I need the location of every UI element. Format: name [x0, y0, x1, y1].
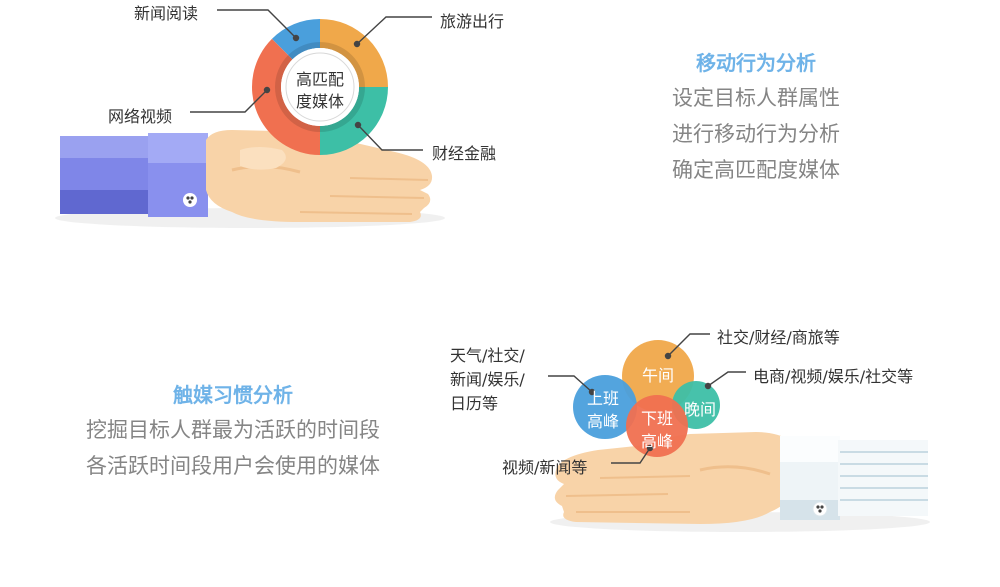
palm-right-shape: [554, 432, 792, 524]
callout-morning-line2: 新闻/娱乐/: [450, 370, 525, 389]
label-news-reading: 新闻阅读: [134, 4, 199, 23]
bubble-morning-label-line1: 上班: [586, 389, 620, 408]
label-online-video: 网络视频: [108, 107, 173, 126]
bubble-evening-label: 晚间: [683, 400, 717, 419]
section2-title: 触媒习惯分析: [173, 383, 293, 407]
bubble-morning-label-line2: 高峰: [586, 412, 620, 431]
callout-offwork: 视频/新闻等: [502, 458, 588, 477]
leader-finance: [357, 124, 423, 151]
leader-noon: [667, 333, 710, 357]
section2-line-2: 各活跃时间段用户会使用的媒体: [86, 454, 380, 478]
section1-line-2: 进行移动行为分析: [672, 122, 840, 146]
leader-travel: [356, 16, 432, 45]
cufflink-right-icon: [812, 501, 828, 517]
hand-illustration-left: [55, 130, 445, 228]
donut-segment-1: [320, 19, 388, 87]
callout-morning-line1: 天气/社交/: [450, 346, 525, 365]
donut-segment-2: [320, 87, 388, 155]
donut-chart: [252, 19, 388, 155]
bubble-noon-label: 午间: [641, 366, 675, 385]
bubble-offwork-label-line2: 高峰: [640, 432, 674, 451]
donut-center-label-line2: 度媒体: [295, 92, 345, 111]
bubble-offwork-rush: [626, 395, 688, 457]
callout-evening: 电商/视频/娱乐/社交等: [753, 367, 914, 386]
leader-evening: [707, 371, 746, 387]
leader-morning: [548, 375, 593, 393]
label-travel: 旅游出行: [440, 12, 505, 31]
label-finance: 财经金融: [432, 144, 497, 163]
bubble-offwork-label-line1: 下班: [640, 409, 674, 428]
donut-center-label-line1: 高匹配: [295, 70, 345, 89]
hand-illustration-right: [550, 432, 930, 532]
leader-video: [190, 89, 268, 113]
callout-noon: 社交/财经/商旅等: [717, 328, 840, 347]
section1-line-1: 设定目标人群属性: [672, 86, 840, 110]
section1-line-3: 确定高匹配度媒体: [672, 158, 840, 182]
section1-title: 移动行为分析: [696, 51, 816, 75]
section2-line-1: 挖掘目标人群最为活跃的时间段: [86, 418, 380, 442]
donut-inner-ring: [275, 42, 365, 132]
leader-offwork: [611, 447, 651, 464]
bubble-leader-lines: [548, 333, 746, 464]
leader-news: [217, 9, 297, 39]
donut-segment-3: [252, 38, 320, 155]
cufflink-icon: [183, 193, 197, 207]
donut-leader-lines: [190, 9, 432, 151]
callout-morning-line3: 日历等: [450, 394, 499, 413]
